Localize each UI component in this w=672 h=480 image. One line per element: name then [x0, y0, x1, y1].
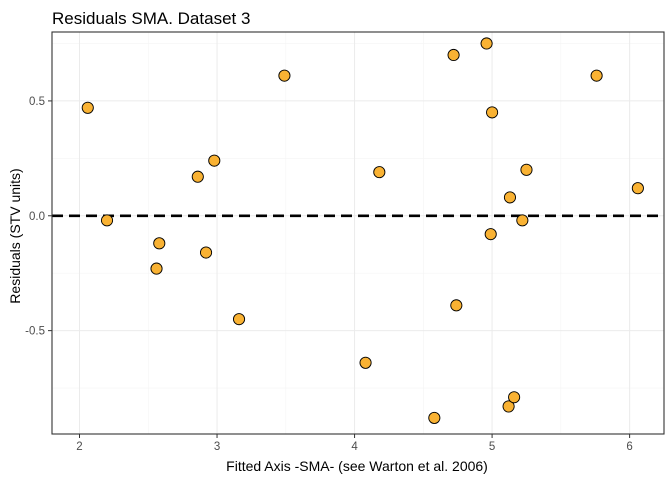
y-tick-label: 0.5: [29, 96, 45, 108]
major-gridlines: [52, 32, 664, 434]
data-point-15: [480, 37, 493, 50]
data-point-11: [373, 166, 386, 179]
data-points: [81, 37, 644, 424]
x-tick-label: 3: [214, 441, 220, 453]
data-point-9: [278, 69, 291, 82]
data-point-3: [150, 262, 163, 275]
y-tick-label: 0.0: [29, 211, 45, 223]
data-point-22: [520, 163, 533, 176]
data-point-5: [191, 170, 204, 183]
data-point-6: [199, 246, 213, 259]
x-tick-label: 5: [489, 441, 495, 453]
data-point-14: [450, 299, 463, 312]
x-tick-label: 4: [351, 441, 358, 453]
data-point-7: [208, 154, 221, 167]
data-point-2: [100, 214, 114, 227]
y-tick-label: -0.5: [25, 326, 45, 338]
data-point-13: [447, 48, 460, 62]
data-point-17: [486, 106, 499, 119]
data-point-20: [508, 391, 521, 404]
data-point-8: [232, 313, 246, 326]
minor-gridlines: [52, 32, 664, 434]
x-tick-label: 6: [626, 441, 632, 453]
data-point-16: [484, 228, 497, 241]
x-tick-label: 2: [76, 441, 82, 453]
data-point-1: [81, 101, 94, 114]
data-point-4: [153, 237, 166, 250]
y-axis-label: Residuals (STV units): [7, 168, 23, 303]
data-point-23: [590, 69, 603, 82]
data-point-18: [502, 400, 515, 413]
data-point-19: [503, 191, 517, 204]
chart-title: Residuals SMA. Dataset 3: [52, 9, 250, 28]
y-axis-ticks: -0.5 0.0 0.5: [25, 96, 52, 338]
data-point-24: [631, 182, 644, 195]
data-point-10: [359, 356, 372, 369]
x-axis-label: Fitted Axis -SMA- (see Warton et al. 200…: [226, 458, 488, 474]
data-point-12: [428, 411, 441, 424]
plot-panel-border: [51, 31, 665, 435]
x-axis-ticks: 2 3 4 5 6: [76, 434, 633, 453]
data-point-21: [516, 214, 529, 227]
